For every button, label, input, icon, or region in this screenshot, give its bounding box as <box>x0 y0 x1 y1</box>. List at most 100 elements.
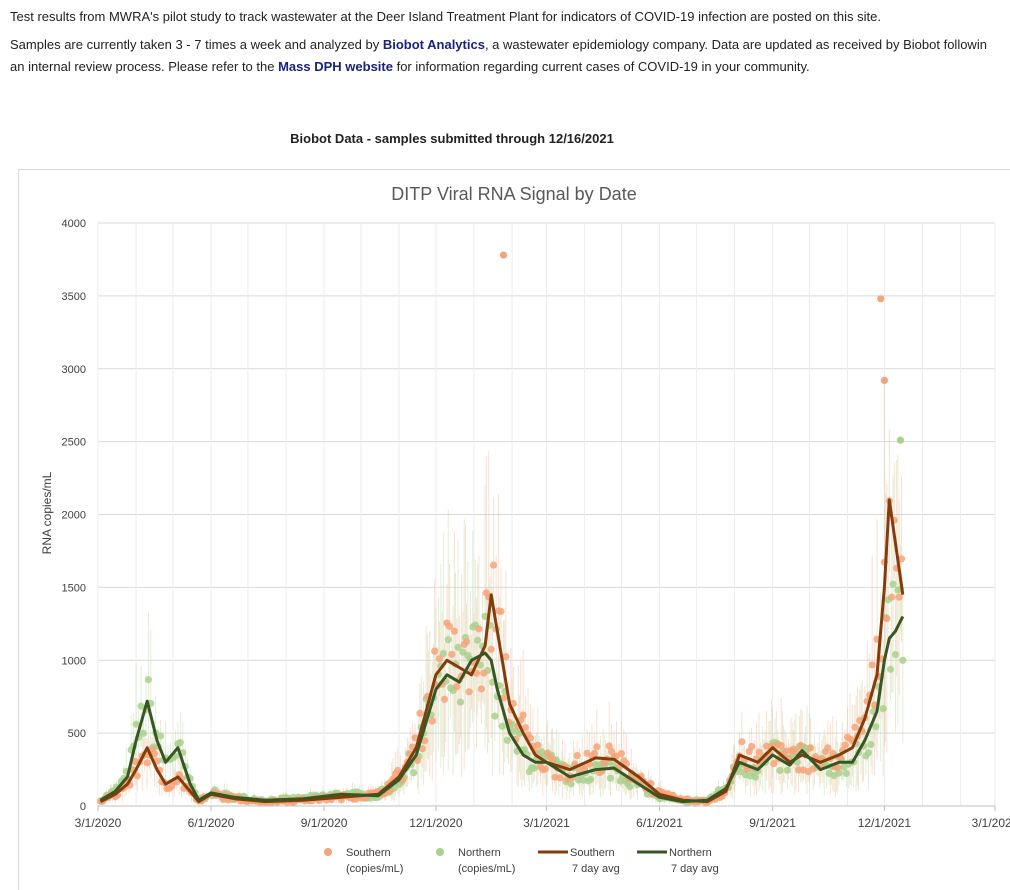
x-tick-label: 9/1/2021 <box>749 816 796 830</box>
southern-point <box>824 744 832 752</box>
southern-point <box>534 741 542 749</box>
x-tick-label: 12/1/2020 <box>409 816 463 830</box>
southern-point <box>143 759 151 767</box>
southern-point <box>792 747 800 755</box>
southern-point <box>435 655 444 663</box>
southern-point <box>463 637 471 646</box>
southern-point <box>418 745 426 753</box>
northern-point <box>132 720 140 728</box>
southern-point <box>475 625 483 633</box>
southern-point <box>421 737 429 745</box>
southern-point <box>445 622 454 630</box>
northern-point <box>835 769 843 777</box>
southern-point <box>150 750 159 758</box>
intro-line-2a: Samples are currently taken 3 - 7 times … <box>10 37 383 52</box>
southern-point <box>428 717 436 725</box>
southern-point <box>883 614 891 623</box>
northern-point <box>491 712 499 720</box>
northern-point <box>891 650 900 659</box>
northern-point <box>410 769 418 777</box>
northern-point <box>886 665 895 673</box>
southern-point <box>440 695 449 703</box>
northern-point <box>783 766 791 774</box>
y-tick-label: 3000 <box>62 364 86 376</box>
southern-point <box>755 748 763 756</box>
y-tick-label: 1000 <box>62 655 86 667</box>
legend-label: Northern (copies/mL) <box>458 847 515 875</box>
southern-point <box>549 756 557 764</box>
northern-point <box>137 702 145 710</box>
northern-point <box>626 783 634 791</box>
southern-point <box>573 751 581 760</box>
southern-point <box>888 593 896 601</box>
y-tick-label: 1500 <box>62 582 86 594</box>
southern-point <box>797 741 805 750</box>
southern-point <box>841 741 849 749</box>
y-tick-label: 2000 <box>62 510 86 522</box>
intro-line-1: Test results from MWRA's pilot study to … <box>10 9 881 24</box>
legend-label: Southern (copies/mL) <box>346 847 403 875</box>
x-tick-label: 3/1/2020 <box>75 816 122 830</box>
northern-point <box>879 705 887 713</box>
intro-paragraph-2: Samples are currently taken 3 - 7 times … <box>10 34 1010 78</box>
y-tick-label: 4000 <box>62 218 86 230</box>
southern-point <box>526 734 535 742</box>
southern-point <box>477 685 485 693</box>
northern-point <box>842 769 850 778</box>
southern-point <box>497 607 505 616</box>
southern-point <box>898 555 906 563</box>
x-tick-label: 6/1/2021 <box>636 816 683 830</box>
southern-point <box>502 653 510 661</box>
northern-point <box>176 738 184 747</box>
northern-point <box>456 698 465 706</box>
northern-point <box>503 736 511 744</box>
southern-point <box>480 669 488 677</box>
southern-point <box>450 627 458 635</box>
northern-avg-line <box>99 615 905 804</box>
y-tick-label: 2500 <box>62 437 86 449</box>
southern-point <box>413 756 422 765</box>
southern-point <box>851 723 859 731</box>
southern-point <box>807 744 815 752</box>
southern-point <box>411 734 419 742</box>
northern-point <box>899 656 907 664</box>
chart-legend: Southern (copies/mL) Northern (copies/mL) So… <box>324 847 719 875</box>
intro-line-2b: , a wastewater epidemiology company. Dat… <box>484 37 987 52</box>
northern-point <box>139 729 148 737</box>
legend-label: Northern 7 day avg <box>669 847 719 875</box>
southern-point <box>133 772 141 780</box>
y-tick-label: 500 <box>68 728 86 740</box>
mass-dph-link[interactable]: Mass DPH website <box>278 59 393 74</box>
annotated-point <box>896 436 904 444</box>
southern-point <box>580 765 589 773</box>
intro-line-3a: an internal review process. Please refer… <box>10 59 279 74</box>
biobot-analytics-link[interactable]: Biobot Analytics <box>382 37 485 52</box>
southern-point <box>453 683 461 691</box>
southern-point <box>809 765 817 773</box>
northern-point <box>889 580 897 588</box>
northern-point <box>751 773 759 781</box>
northern-point <box>498 722 506 730</box>
y-tick-label: 3500 <box>62 291 86 303</box>
annotated-point <box>499 251 508 259</box>
annotated-point <box>880 376 889 385</box>
northern-point <box>606 774 614 782</box>
southern-point <box>748 742 756 751</box>
southern-point <box>448 650 456 659</box>
x-tick-label: 6/1/2020 <box>188 816 235 830</box>
x-tick-label: 9/1/2020 <box>301 816 348 830</box>
legend-marker <box>436 848 444 856</box>
southern-avg-line <box>99 498 905 804</box>
chart-subtitle: Biobot Data - samples submitted through … <box>290 131 614 146</box>
southern-point <box>431 647 439 655</box>
southern-point <box>487 645 495 653</box>
northern-point <box>474 636 482 644</box>
intro-paragraph-1: Test results from MWRA's pilot study to … <box>10 6 1010 28</box>
southern-point <box>738 738 746 746</box>
northern-point <box>144 676 152 684</box>
chart-frame <box>18 169 1010 890</box>
northern-point <box>872 723 880 731</box>
southern-point <box>541 765 549 773</box>
chart-title: DITP Viral RNA Signal by Date <box>391 184 636 204</box>
